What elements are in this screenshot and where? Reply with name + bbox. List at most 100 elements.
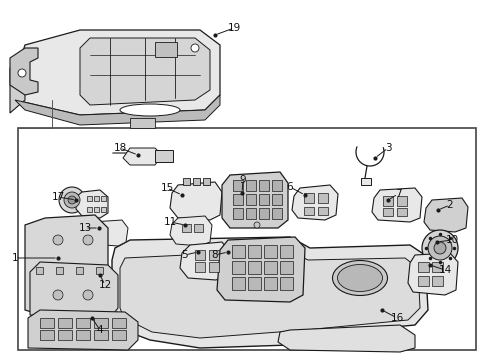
Polygon shape: [101, 207, 106, 212]
Polygon shape: [231, 277, 244, 290]
Polygon shape: [245, 194, 256, 205]
Polygon shape: [155, 150, 173, 162]
Polygon shape: [15, 30, 220, 115]
Polygon shape: [183, 178, 190, 185]
Polygon shape: [203, 178, 209, 185]
Circle shape: [68, 196, 76, 204]
Polygon shape: [56, 267, 63, 274]
Polygon shape: [247, 245, 261, 258]
Polygon shape: [431, 262, 442, 272]
Polygon shape: [264, 261, 276, 274]
Polygon shape: [264, 245, 276, 258]
Text: 10: 10: [445, 235, 458, 245]
Polygon shape: [382, 208, 392, 216]
Polygon shape: [231, 245, 244, 258]
Polygon shape: [87, 196, 92, 201]
Polygon shape: [431, 276, 442, 286]
Polygon shape: [58, 330, 72, 340]
Polygon shape: [360, 178, 370, 185]
Circle shape: [59, 187, 85, 213]
Polygon shape: [247, 261, 261, 274]
Polygon shape: [94, 318, 108, 328]
Text: 12: 12: [98, 280, 111, 290]
Polygon shape: [18, 128, 475, 350]
Polygon shape: [317, 193, 327, 203]
Polygon shape: [194, 224, 203, 232]
Text: 4: 4: [97, 325, 103, 335]
Circle shape: [253, 222, 260, 228]
Polygon shape: [280, 261, 292, 274]
Polygon shape: [120, 250, 419, 338]
Polygon shape: [222, 172, 287, 228]
Text: 13: 13: [78, 223, 91, 233]
Polygon shape: [40, 330, 54, 340]
Text: 14: 14: [437, 265, 451, 275]
Polygon shape: [423, 198, 467, 232]
Polygon shape: [96, 267, 103, 274]
Polygon shape: [259, 208, 268, 219]
Polygon shape: [84, 220, 128, 246]
Polygon shape: [30, 262, 118, 318]
Polygon shape: [155, 42, 177, 57]
Polygon shape: [94, 330, 108, 340]
Polygon shape: [232, 208, 243, 219]
Polygon shape: [245, 180, 256, 191]
Polygon shape: [25, 215, 108, 325]
Polygon shape: [259, 194, 268, 205]
Polygon shape: [304, 193, 313, 203]
Polygon shape: [76, 330, 90, 340]
Polygon shape: [170, 216, 212, 246]
Text: 8: 8: [211, 250, 218, 260]
Text: 17: 17: [51, 192, 64, 202]
Polygon shape: [208, 250, 219, 260]
Polygon shape: [193, 178, 200, 185]
Polygon shape: [130, 118, 155, 128]
Polygon shape: [232, 194, 243, 205]
Polygon shape: [94, 196, 99, 201]
Polygon shape: [232, 180, 243, 191]
Polygon shape: [231, 261, 244, 274]
Polygon shape: [417, 262, 428, 272]
Polygon shape: [36, 267, 43, 274]
Polygon shape: [291, 185, 337, 220]
Ellipse shape: [332, 261, 386, 296]
Text: 2: 2: [446, 200, 452, 210]
Polygon shape: [317, 207, 327, 215]
Circle shape: [421, 230, 457, 266]
Text: 6: 6: [286, 182, 293, 192]
Polygon shape: [195, 250, 204, 260]
Polygon shape: [208, 262, 219, 272]
Polygon shape: [280, 245, 292, 258]
Polygon shape: [15, 95, 220, 125]
Polygon shape: [280, 277, 292, 290]
Polygon shape: [371, 188, 421, 222]
Text: 3: 3: [384, 143, 390, 153]
Ellipse shape: [337, 265, 382, 292]
Polygon shape: [10, 55, 25, 113]
Polygon shape: [247, 277, 261, 290]
Polygon shape: [182, 224, 191, 232]
Polygon shape: [407, 253, 457, 295]
Polygon shape: [170, 182, 222, 220]
Text: 19: 19: [227, 23, 240, 33]
Polygon shape: [271, 180, 282, 191]
Polygon shape: [80, 38, 209, 105]
Polygon shape: [264, 277, 276, 290]
Polygon shape: [304, 207, 313, 215]
Text: 7: 7: [394, 189, 401, 199]
Polygon shape: [271, 208, 282, 219]
Ellipse shape: [120, 104, 180, 116]
Polygon shape: [217, 237, 305, 302]
Text: 18: 18: [113, 143, 126, 153]
Polygon shape: [112, 237, 427, 348]
Circle shape: [427, 236, 451, 260]
Polygon shape: [180, 242, 229, 280]
Circle shape: [191, 44, 199, 52]
Polygon shape: [40, 318, 54, 328]
Circle shape: [18, 69, 26, 77]
Polygon shape: [76, 318, 90, 328]
Circle shape: [53, 235, 63, 245]
Text: 16: 16: [389, 313, 403, 323]
Circle shape: [83, 235, 93, 245]
Polygon shape: [101, 196, 106, 201]
